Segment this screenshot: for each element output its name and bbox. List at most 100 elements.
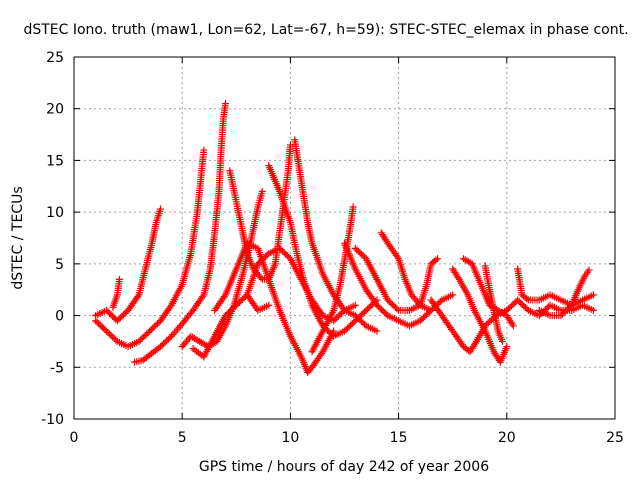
data-point-series-1 [135,337,143,345]
data-point-series-10 [341,327,348,335]
data-point-series-13 [378,306,386,314]
data-point-series-1 [138,334,146,342]
data-point-series-2 [104,308,112,316]
data-point-series-1 [107,332,115,340]
data-point-series-14 [387,299,395,307]
data-point-series-22 [565,304,573,312]
data-point-series-9 [254,260,262,268]
data-point-series-10 [350,318,358,326]
data-point-series-20 [518,300,526,308]
data-point-series-13 [382,310,390,318]
data-point-series-11 [358,317,366,325]
data-point-series-14 [432,256,440,264]
data-point-series-9 [277,246,285,254]
data-point-series-10 [348,320,356,328]
data-point-series-3 [170,329,178,337]
data-point-series-10 [344,324,352,332]
data-point-series-3 [163,337,171,345]
data-point-series-2 [157,205,165,213]
data-point-series-1 [146,327,154,335]
data-point-series-14 [434,255,442,263]
x-axis-label: GPS time / hours of day 242 of year 2006 [199,459,489,475]
data-point-series-10 [325,328,333,336]
data-point-series-10 [361,308,369,316]
data-point-series-6 [223,310,231,318]
data-point-series-20 [507,302,515,310]
data-point-series-14 [351,244,359,252]
data-point-series-9 [351,301,359,309]
data-point-series-20 [504,305,512,313]
data-point-series-2 [102,306,110,314]
data-point-series-1 [144,329,152,337]
data-point-series-1 [150,323,158,331]
data-point-series-14 [393,305,401,313]
data-point-series-16 [484,319,492,327]
data-point-series-1 [112,336,120,344]
data-point-series-1 [143,330,151,338]
data-point-series-20 [509,300,517,308]
data-point-series-15 [449,291,457,299]
data-point-series-1 [102,327,110,335]
data-point-series-6 [235,298,243,306]
x-tick-label: 10 [281,430,299,446]
data-point-series-3 [172,327,180,335]
data-point-series-1 [109,333,117,341]
data-point-series-1 [200,146,208,154]
data-point-series-3 [157,343,165,351]
data-point-series-9 [259,255,267,263]
data-point-series-11 [361,320,369,328]
data-point-series-11 [373,327,381,335]
data-point-series-6 [265,301,273,309]
data-point-series-15 [415,300,423,308]
data-point-series-13 [375,303,383,311]
data-point-series-9 [283,252,291,260]
chart-title: dSTEC Iono. truth (maw1, Lon=62, Lat=-67… [23,22,628,38]
data-point-series-6 [229,304,237,312]
data-point-series-10 [367,302,375,310]
x-tick-label: 0 [70,430,79,446]
data-point-series-16 [483,320,491,328]
data-point-series-2 [134,293,142,301]
data-point-series-13 [381,309,389,317]
data-point-series-9 [260,254,268,262]
data-point-series-2 [116,314,124,322]
x-tick-label: 5 [178,430,187,446]
data-point-series-11 [354,315,362,323]
data-point-series-2 [113,317,121,325]
data-point-series-4 [115,275,123,283]
data-point-series-13 [419,314,427,322]
x-tick-label: 25 [606,430,624,446]
data-point-series-1 [152,321,160,329]
data-point-series-15 [436,298,444,306]
data-point-series-11 [356,316,364,324]
data-point-series-6 [234,300,242,308]
data-point-series-7 [257,274,265,282]
data-point-series-8 [318,349,326,357]
data-point-series-14 [388,300,396,308]
data-point-series-1 [101,326,109,334]
data-point-series-1 [106,330,114,338]
data-point-series-10 [345,323,353,331]
data-point-series-1 [104,329,112,337]
data-point-series-16 [487,316,495,324]
data-point-series-14 [359,252,367,260]
data-point-series-1 [141,332,149,340]
data-point-series-9 [334,312,342,320]
data-point-series-7 [286,141,294,149]
data-point-series-3 [161,338,169,346]
plot-frame [73,56,616,420]
data-point-series-9 [263,251,271,259]
data-point-series-13 [422,311,430,319]
data-point-series-10 [342,326,350,334]
data-point-series-9 [337,309,345,317]
data-point-series-22 [560,309,568,317]
data-point-series-3 [169,330,177,338]
data-point-series-9 [282,250,290,258]
data-point-series-20 [523,305,531,313]
data-point-series-1 [110,334,118,342]
data-point-series-1 [166,303,174,311]
data-point-series-14 [358,250,366,258]
data-point-series-14 [384,296,392,304]
data-point-series-22 [557,312,565,320]
